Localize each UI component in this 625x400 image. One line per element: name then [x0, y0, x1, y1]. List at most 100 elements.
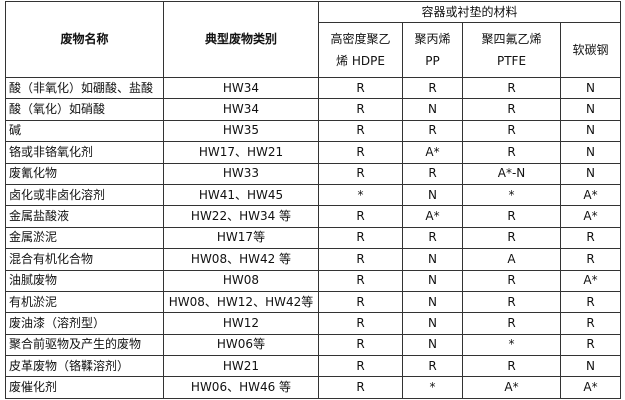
- header-pp: 聚丙烯 PP: [402, 22, 463, 78]
- cell-waste-name: 废氰化物: [5, 162, 164, 185]
- cell-ptfe: R: [462, 290, 561, 314]
- table-row: 废催化剂 HW06、HW46 等 R * A* A*: [5, 376, 622, 399]
- header-waste-name: 废物名称: [5, 1, 164, 78]
- cell-pp: R: [402, 162, 463, 185]
- cell-ptfe: A*: [462, 376, 561, 399]
- cell-pp: R: [402, 119, 463, 143]
- cell-ptfe: R: [462, 226, 561, 250]
- cell-waste-category: HW35: [163, 119, 319, 143]
- cell-mild-steel: R: [559, 248, 622, 271]
- cell-waste-name: 皮革废物（铬鞣溶剂）: [5, 355, 164, 378]
- table-row: 酸（氧化）如硝酸 HW34 R N R N: [5, 98, 622, 121]
- cell-pp: N: [402, 269, 463, 292]
- cell-pp: R: [402, 355, 463, 378]
- cell-waste-category: HW21: [163, 355, 319, 378]
- cell-hdpe: *: [318, 183, 403, 207]
- table-row: 废油漆（溶剂型） HW12 R N R R: [5, 312, 622, 335]
- header-hdpe-line2: 烯 HDPE: [336, 54, 385, 68]
- cell-waste-name: 废油漆（溶剂型）: [5, 312, 164, 335]
- cell-waste-category: HW08、HW12、HW42等: [163, 290, 319, 314]
- cell-mild-steel: N: [559, 98, 622, 121]
- cell-hdpe: R: [318, 290, 403, 314]
- table-row: 金属淤泥 HW17等 R R R R: [5, 226, 622, 250]
- cell-hdpe: R: [318, 76, 403, 100]
- cell-waste-name: 聚合前驱物及产生的废物: [5, 333, 164, 357]
- cell-mild-steel: A*: [559, 376, 622, 399]
- cell-hdpe: R: [318, 141, 403, 164]
- cell-hdpe: R: [318, 312, 403, 335]
- cell-pp: R: [402, 76, 463, 100]
- table-row: 金属盐酸液 HW22、HW34 等 R A* R A*: [5, 205, 622, 228]
- cell-mild-steel: N: [559, 355, 622, 378]
- table-row: 废氰化物 HW33 R R A*-N N: [5, 162, 622, 185]
- cell-pp: N: [402, 333, 463, 357]
- table-row: 有机淤泥 HW08、HW12、HW42等 R N R R: [5, 290, 622, 314]
- container-material-table: 废物名称 典型废物类别 容器或衬垫的材料 高密度聚乙烯 HDPE 聚丙烯 PP 聚…: [5, 1, 622, 399]
- cell-pp: N: [402, 312, 463, 335]
- cell-hdpe: R: [318, 205, 403, 228]
- cell-waste-name: 废催化剂: [5, 376, 164, 399]
- cell-ptfe: *: [462, 333, 561, 357]
- cell-ptfe: R: [462, 205, 561, 228]
- cell-pp: N: [402, 98, 463, 121]
- cell-mild-steel: A*: [559, 183, 622, 207]
- cell-mild-steel: R: [559, 290, 622, 314]
- cell-mild-steel: R: [559, 226, 622, 250]
- cell-pp: N: [402, 248, 463, 271]
- table-row: 铬或非铬氧化剂 HW17、HW21 R A* R N: [5, 141, 622, 164]
- cell-waste-name: 碱: [5, 119, 164, 143]
- cell-waste-category: HW06、HW46 等: [163, 376, 319, 399]
- cell-waste-category: HW34: [163, 76, 319, 100]
- cell-mild-steel: R: [559, 312, 622, 335]
- cell-waste-name: 金属盐酸液: [5, 205, 164, 228]
- cell-waste-category: HW22、HW34 等: [163, 205, 319, 228]
- cell-pp: N: [402, 183, 463, 207]
- cell-pp: A*: [402, 141, 463, 164]
- cell-pp: *: [402, 376, 463, 399]
- cell-waste-category: HW06等: [163, 333, 319, 357]
- cell-ptfe: R: [462, 98, 561, 121]
- header-ptfe: 聚四氟乙烯 PTFE: [462, 22, 561, 78]
- cell-waste-name: 油腻废物: [5, 269, 164, 292]
- cell-mild-steel: A*: [559, 205, 622, 228]
- cell-ptfe: *: [462, 183, 561, 207]
- cell-pp: N: [402, 290, 463, 314]
- cell-ptfe: R: [462, 269, 561, 292]
- cell-waste-name: 混合有机化合物: [5, 248, 164, 271]
- cell-hdpe: R: [318, 98, 403, 121]
- cell-mild-steel: N: [559, 162, 622, 185]
- cell-mild-steel: N: [559, 76, 622, 100]
- cell-waste-category: HW17、HW21: [163, 141, 319, 164]
- cell-mild-steel: N: [559, 119, 622, 143]
- cell-ptfe: R: [462, 119, 561, 143]
- cell-waste-category: HW08: [163, 269, 319, 292]
- header-pp-line1: 聚丙烯: [414, 32, 451, 46]
- cell-waste-name: 酸（氧化）如硝酸: [5, 98, 164, 121]
- cell-waste-category: HW08、HW42 等: [163, 248, 319, 271]
- header-ptfe-line2: PTFE: [496, 54, 527, 68]
- cell-ptfe: R: [462, 355, 561, 378]
- cell-hdpe: R: [318, 119, 403, 143]
- table-row: 碱 HW35 R R R N: [5, 119, 622, 143]
- cell-waste-name: 有机淤泥: [5, 290, 164, 314]
- cell-waste-category: HW17等: [163, 226, 319, 250]
- cell-mild-steel: N: [559, 141, 622, 164]
- cell-waste-category: HW34: [163, 98, 319, 121]
- header-pp-line2: PP: [425, 54, 440, 68]
- cell-pp: R: [402, 226, 463, 250]
- cell-hdpe: R: [318, 226, 403, 250]
- cell-ptfe: R: [462, 141, 561, 164]
- cell-waste-name: 卤化或非卤化溶剂: [5, 183, 164, 207]
- cell-waste-category: HW33: [163, 162, 319, 185]
- cell-waste-name: 酸（非氧化）如硼酸、盐酸: [5, 76, 164, 100]
- cell-hdpe: R: [318, 162, 403, 185]
- cell-mild-steel: R: [559, 333, 622, 357]
- cell-hdpe: R: [318, 248, 403, 271]
- cell-mild-steel: A*: [559, 269, 622, 292]
- cell-hdpe: R: [318, 355, 403, 378]
- cell-ptfe: R: [462, 312, 561, 335]
- cell-hdpe: R: [318, 269, 403, 292]
- cell-waste-name: 金属淤泥: [5, 226, 164, 250]
- header-hdpe: 高密度聚乙烯 HDPE: [318, 22, 403, 78]
- table-row: 油腻废物 HW08 R N R A*: [5, 269, 622, 292]
